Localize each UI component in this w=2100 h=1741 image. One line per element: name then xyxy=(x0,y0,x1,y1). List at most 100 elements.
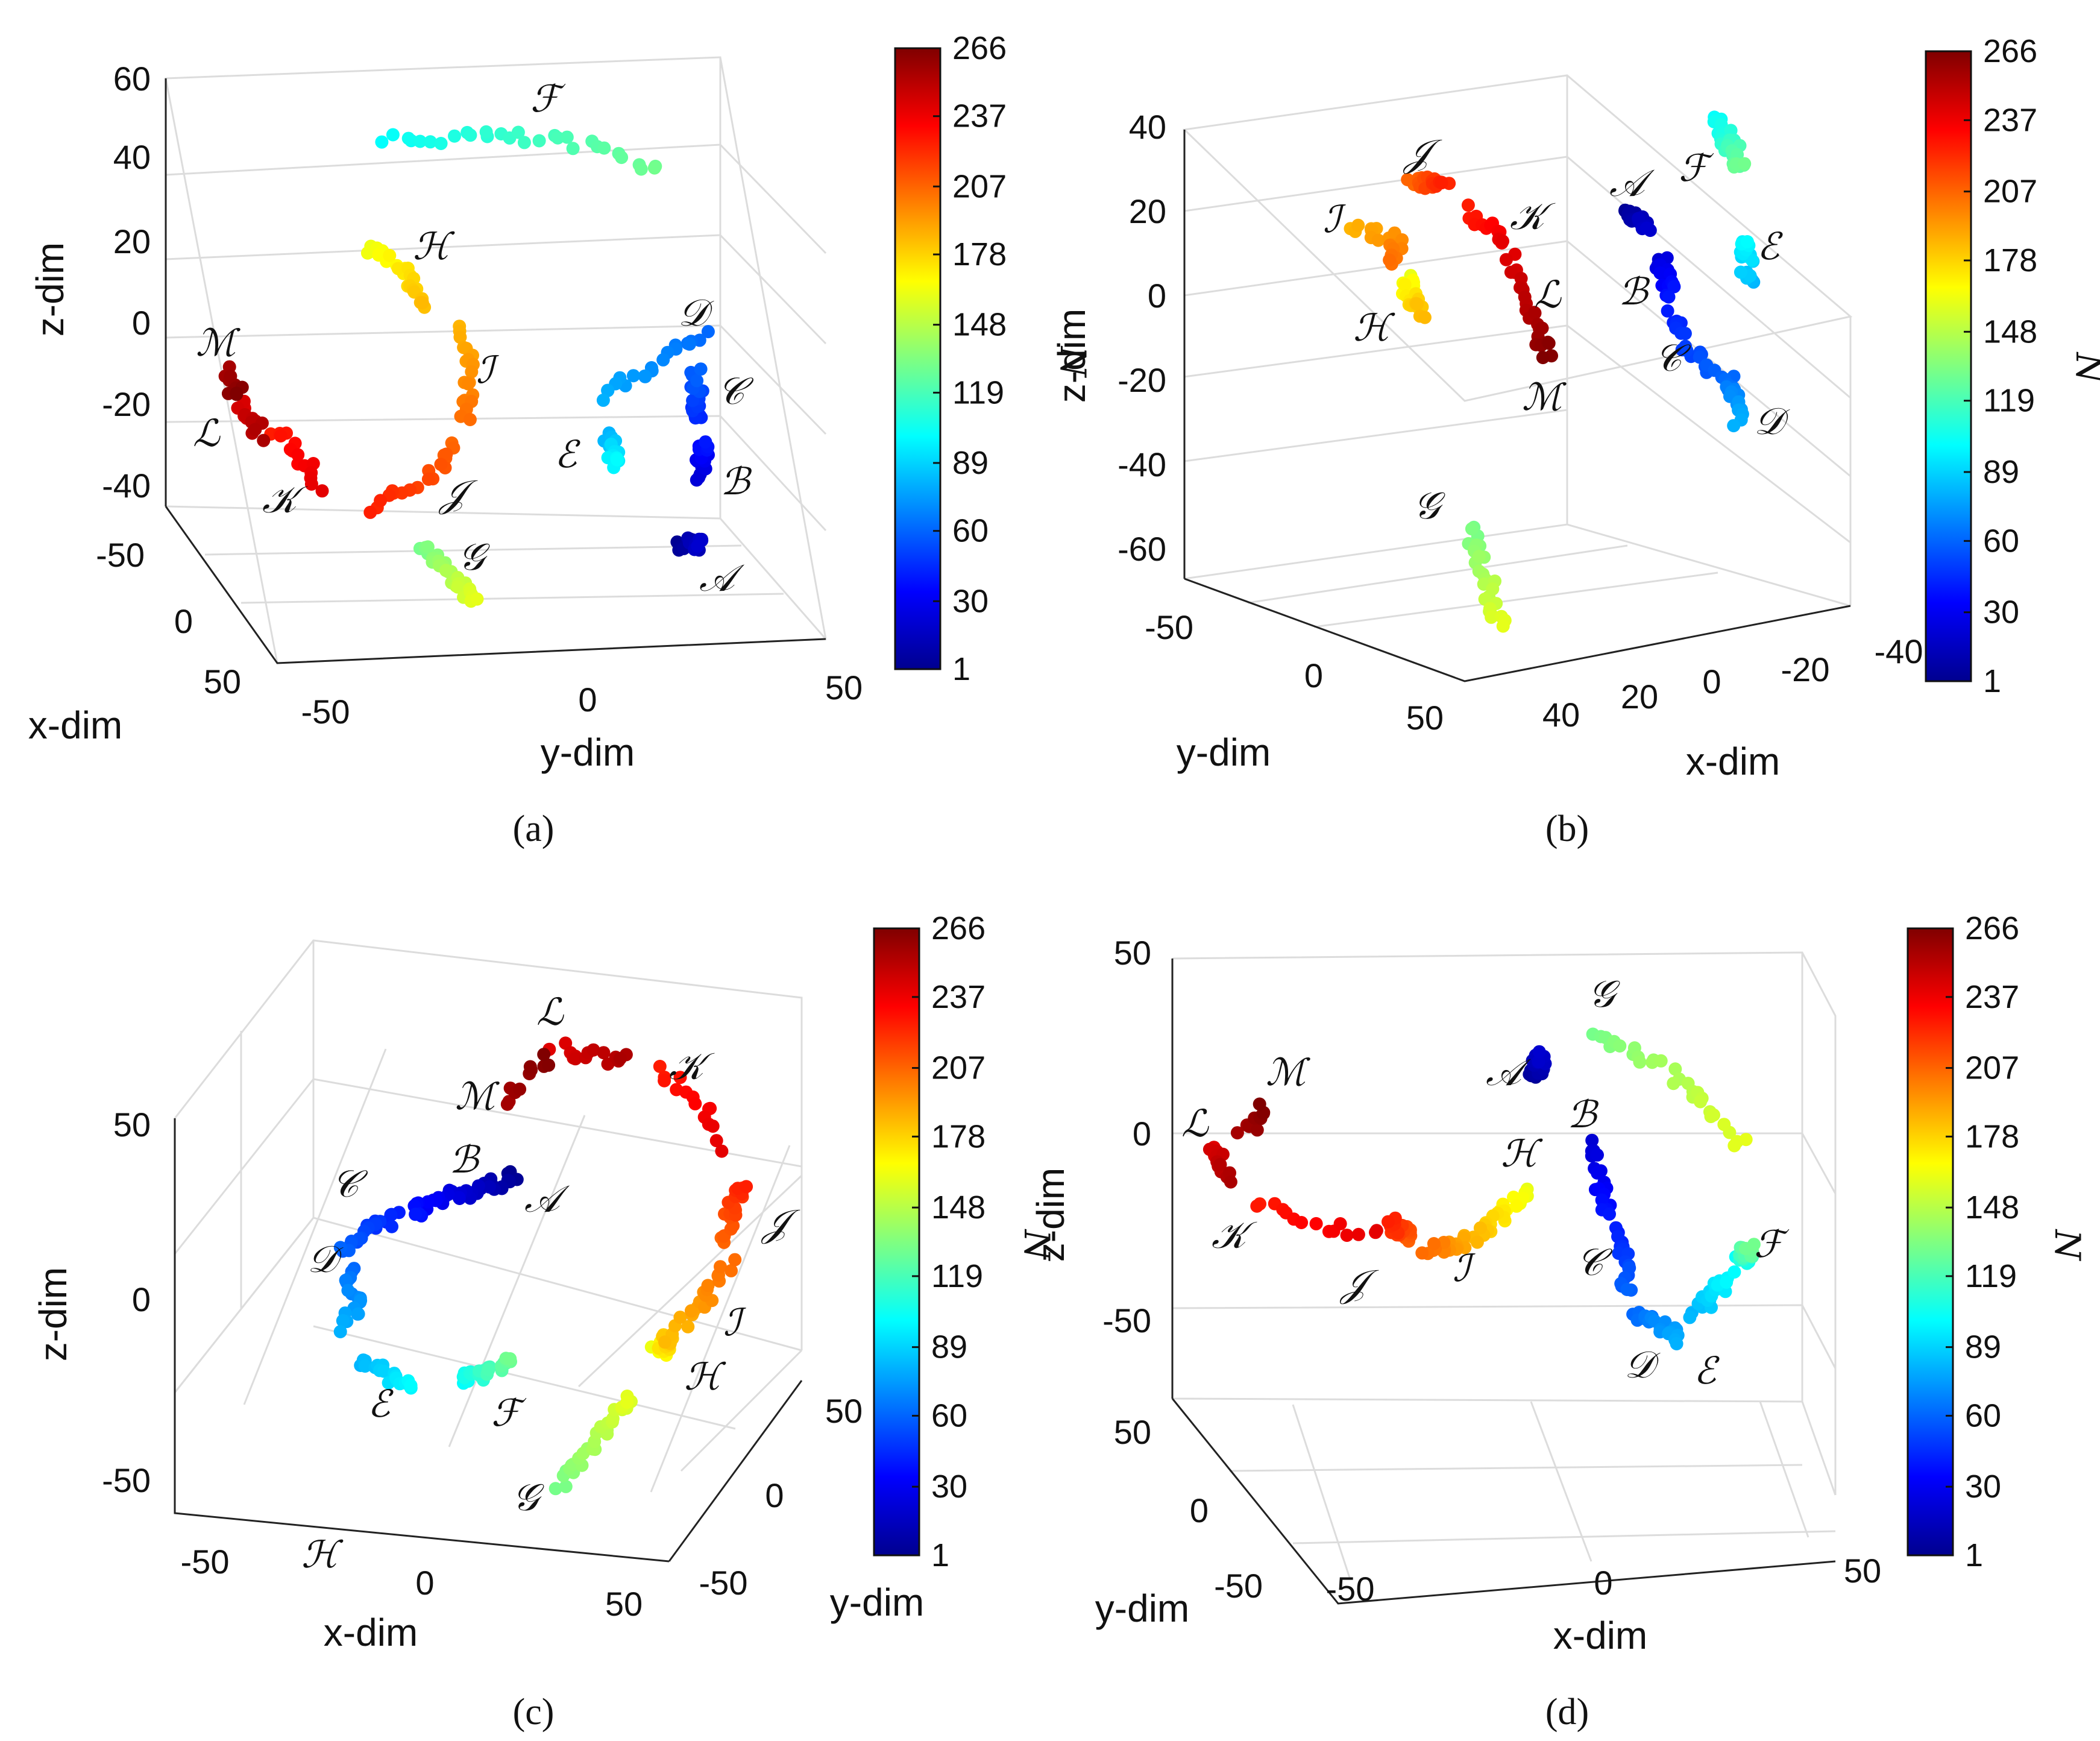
panel-b-label-K: 𝒦 xyxy=(1510,194,1556,238)
data-point xyxy=(315,484,329,498)
data-point xyxy=(647,161,661,175)
data-point xyxy=(1230,1126,1244,1140)
panel-a-label-J: 𝒥 xyxy=(438,471,478,515)
panel-d-ztick-0: 50 xyxy=(1114,934,1151,972)
data-point xyxy=(1486,582,1500,596)
data-point xyxy=(1465,522,1479,536)
panel-c-xtick-1: 0 xyxy=(415,1564,434,1602)
data-point xyxy=(682,337,696,351)
data-point xyxy=(1632,212,1646,225)
data-point xyxy=(1295,1216,1309,1229)
panel-b-points xyxy=(1344,110,1761,633)
panel-b-axes xyxy=(1183,130,1851,682)
data-point xyxy=(1662,290,1676,304)
data-point xyxy=(690,374,704,388)
panel-b-colorbar-label: N xyxy=(2068,351,2100,385)
data-point xyxy=(1496,619,1510,633)
panel-c-label-G: 𝒢 xyxy=(512,1475,544,1519)
data-point xyxy=(500,1097,514,1111)
data-point xyxy=(230,386,244,400)
panel-d: 50 0 -50 50 0 -50 -50 0 50 z-dim y-dim x… xyxy=(1029,910,2088,1733)
data-point xyxy=(304,477,318,491)
data-point xyxy=(1410,297,1424,311)
panel-d-label-M: ℳ xyxy=(1266,1050,1310,1094)
data-point xyxy=(653,1060,667,1073)
data-point xyxy=(596,393,610,407)
colorbar-tick-label: 119 xyxy=(1965,1258,2017,1294)
data-point xyxy=(439,447,453,461)
panel-d-label-L: ℒ xyxy=(1181,1101,1209,1145)
panel-a-xtick-1: 0 xyxy=(174,602,193,640)
data-point xyxy=(375,135,389,149)
colorbar-tick-label: 148 xyxy=(952,307,1007,343)
data-point xyxy=(413,134,427,148)
data-point xyxy=(1740,235,1754,248)
panel-a-label-C: 𝒞 xyxy=(717,369,754,413)
data-point xyxy=(1717,1118,1731,1132)
data-point xyxy=(1653,266,1667,280)
panel-a-label-M: ℳ xyxy=(196,321,240,365)
colorbar-tick-label: 1 xyxy=(1965,1537,1983,1573)
panel-a-label-F: ℱ xyxy=(530,77,566,121)
panel-d-label-D: 𝒟 xyxy=(1624,1343,1661,1387)
panel-b-colorbar-ticks: 266 237 207 178 148 119 89 60 30 1 xyxy=(1964,33,2037,699)
panel-c-label-C: 𝒞 xyxy=(332,1162,368,1206)
panel-a-label-K: 𝒦 xyxy=(262,477,308,521)
data-point xyxy=(1473,1221,1487,1235)
panel-c-label-M: ℳ xyxy=(455,1074,500,1118)
data-point xyxy=(1670,1337,1683,1350)
data-point xyxy=(706,1119,720,1133)
data-point xyxy=(511,125,525,139)
panel-b-xtick-1: 20 xyxy=(1621,678,1658,716)
panel-a-ztick-5: -40 xyxy=(102,467,151,505)
colorbar-tick-label: 237 xyxy=(952,98,1007,134)
panel-d-label-G: 𝒢 xyxy=(1588,972,1620,1016)
data-point xyxy=(691,540,705,553)
panel-b-ztick-5: -60 xyxy=(1118,530,1166,568)
colorbar-tick-label: 60 xyxy=(952,513,989,549)
colorbar-tick-label: 30 xyxy=(952,583,989,619)
panel-d-label-B: ℬ xyxy=(1567,1092,1599,1136)
data-point xyxy=(503,1352,517,1365)
data-point xyxy=(586,1043,600,1057)
data-point xyxy=(482,1363,495,1377)
data-point xyxy=(434,137,448,150)
panel-b-label-I: ℐ xyxy=(1323,197,1347,241)
data-point xyxy=(482,1180,496,1194)
data-point xyxy=(681,1320,695,1333)
data-point xyxy=(479,125,493,139)
data-point xyxy=(1542,336,1556,350)
panel-b-xtick-0: 40 xyxy=(1542,696,1580,734)
panel-a-ztick-1: 40 xyxy=(113,138,151,176)
data-point xyxy=(1510,1199,1523,1213)
panel-b-xtick-3: -20 xyxy=(1781,650,1830,688)
data-point xyxy=(401,131,415,145)
data-point xyxy=(549,1482,562,1496)
data-point xyxy=(439,564,453,578)
panel-c-ytick-1: 0 xyxy=(765,1476,784,1514)
colorbar-tick-label: 89 xyxy=(952,445,989,481)
data-point xyxy=(1738,157,1752,171)
data-point xyxy=(1371,233,1385,247)
panel-c-xtick-2: 50 xyxy=(605,1585,643,1623)
panel-c-colorbar-ticks: 266 237 207 178 148 119 89 60 30 1 xyxy=(912,910,986,1573)
data-point xyxy=(1720,1275,1734,1289)
data-point xyxy=(559,1479,573,1493)
data-point xyxy=(1435,176,1448,190)
colorbar-tick-label: 30 xyxy=(1965,1469,2001,1505)
colorbar-tick-label: 266 xyxy=(1983,33,2037,69)
panel-d-label-C: 𝒞 xyxy=(1576,1240,1613,1284)
colorbar-tick-label: 148 xyxy=(931,1189,986,1226)
data-point xyxy=(537,1048,551,1062)
panel-d-ztick-1: 0 xyxy=(1133,1115,1151,1153)
data-point xyxy=(1485,610,1498,624)
data-point xyxy=(1680,344,1694,357)
panel-a-ytick-0: -50 xyxy=(301,693,350,731)
data-point xyxy=(597,141,611,155)
data-point xyxy=(358,1359,372,1373)
panel-b-ztick-0: 40 xyxy=(1129,108,1166,146)
data-point xyxy=(377,1364,391,1378)
data-point xyxy=(339,1273,353,1287)
panel-c-colorbar-label: N xyxy=(1016,1229,1057,1262)
